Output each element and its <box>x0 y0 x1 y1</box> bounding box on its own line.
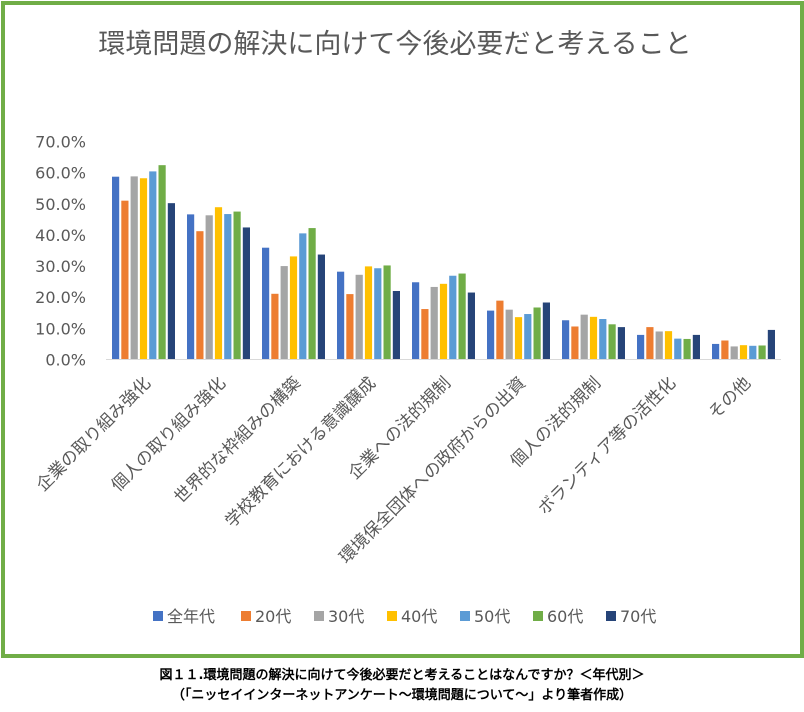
bar <box>758 345 766 360</box>
bar <box>589 316 598 360</box>
bar <box>139 178 148 360</box>
bar <box>524 314 532 360</box>
y-tick-label: 50.0% <box>35 195 86 214</box>
x-tick-label: 世界的な枠組みの構築 <box>171 373 305 507</box>
bar <box>505 309 513 360</box>
bar <box>430 286 438 360</box>
bar <box>214 207 223 360</box>
x-tick-label: 学校教育における意識醸成 <box>222 373 380 531</box>
figure-caption: 図１１.環境問題の解決に向けて今後必要だと考えることはなんですか？＜年代別＞ <box>159 668 645 683</box>
bar <box>158 165 166 360</box>
bar <box>571 326 579 360</box>
figure-source: （「ニッセイインターネットアンケート～環境問題について～」より筆者作成） <box>171 688 633 703</box>
bar <box>383 265 391 360</box>
bar <box>692 334 700 360</box>
bar <box>739 345 748 360</box>
bar <box>767 329 775 360</box>
bar <box>599 319 607 360</box>
legend-swatch <box>153 611 163 621</box>
bar <box>317 254 325 360</box>
bar <box>337 271 345 360</box>
y-tick-label: 0.0% <box>45 351 86 370</box>
bar <box>421 309 429 360</box>
bar <box>392 290 400 360</box>
bar <box>130 176 138 360</box>
x-tick-label: ボランティア等の活性化 <box>534 373 680 519</box>
bar <box>458 273 466 360</box>
bar <box>112 176 120 360</box>
y-tick-label: 60.0% <box>35 164 86 183</box>
bar <box>646 327 654 360</box>
bar <box>730 346 738 360</box>
bar <box>637 334 645 360</box>
x-tick-label: その他 <box>705 373 755 423</box>
bar <box>412 282 420 360</box>
bar <box>496 300 504 360</box>
legend-label: 70代 <box>620 607 656 626</box>
bar <box>542 302 550 360</box>
bar <box>242 227 250 360</box>
bar <box>271 293 279 360</box>
bar <box>346 294 354 360</box>
bar <box>196 231 204 360</box>
bar <box>149 171 157 360</box>
bar <box>439 283 448 360</box>
bar <box>562 320 570 360</box>
bar <box>514 317 523 360</box>
legend-swatch <box>314 611 324 621</box>
legend-swatch <box>387 611 397 621</box>
bar <box>749 345 757 360</box>
y-tick-label: 10.0% <box>35 319 86 338</box>
bar <box>449 275 457 360</box>
bar <box>364 266 373 360</box>
chart-title: 環境問題の解決に向けて今後必要だと考えること <box>98 29 692 60</box>
bar <box>721 340 729 360</box>
bar <box>187 214 195 360</box>
bar <box>617 327 625 360</box>
bar <box>487 310 495 360</box>
bar <box>289 256 298 360</box>
legend-label: 30代 <box>328 607 364 626</box>
bar <box>167 203 175 360</box>
bar <box>355 274 363 360</box>
bar <box>121 200 129 360</box>
bar <box>299 233 307 360</box>
bar <box>674 338 682 360</box>
bar <box>664 331 673 360</box>
bar <box>580 314 588 360</box>
bar <box>374 268 382 360</box>
legend-label: 50代 <box>474 607 510 626</box>
bar <box>224 214 232 360</box>
y-tick-label: 70.0% <box>35 133 86 152</box>
bar <box>683 338 691 360</box>
bar <box>712 343 720 360</box>
legend-label: 20代 <box>255 607 291 626</box>
legend-swatch <box>460 611 470 621</box>
bar <box>308 228 316 360</box>
legend-label: 60代 <box>547 607 583 626</box>
y-tick-label: 40.0% <box>35 226 86 245</box>
legend-swatch <box>606 611 616 621</box>
legend-swatch <box>241 611 251 621</box>
bar <box>262 247 270 360</box>
bar <box>280 266 288 360</box>
bar <box>467 292 475 360</box>
y-tick-label: 20.0% <box>35 288 86 307</box>
bar <box>205 215 213 360</box>
legend-label: 40代 <box>401 607 437 626</box>
legend-swatch <box>533 611 543 621</box>
bar <box>655 331 663 360</box>
y-tick-label: 30.0% <box>35 257 86 276</box>
bar <box>533 307 541 360</box>
legend-label: 全年代 <box>167 607 215 626</box>
bar <box>233 211 241 360</box>
bar <box>608 324 616 360</box>
